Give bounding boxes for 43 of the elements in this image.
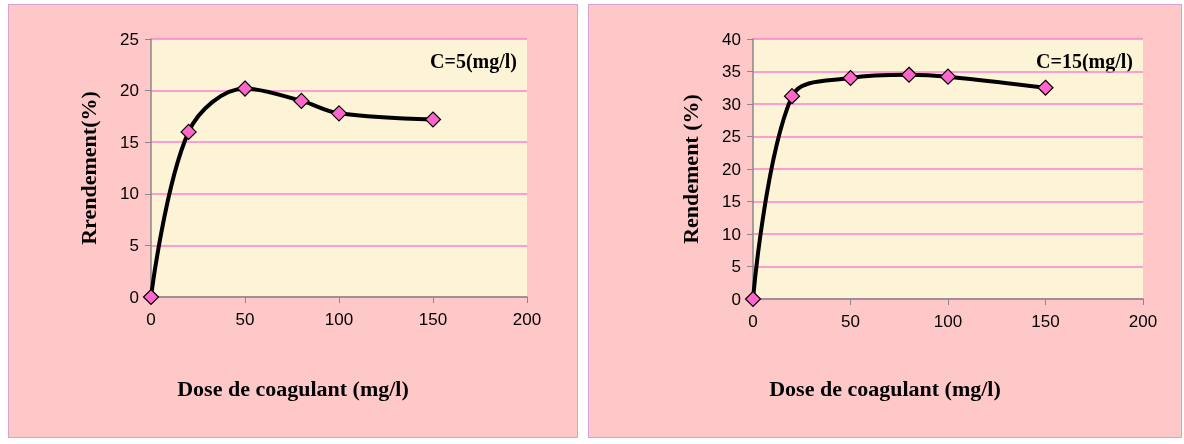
x-tick-label: 50 (841, 312, 860, 331)
y-tick-label: 20 (120, 81, 139, 101)
point (842, 69, 859, 87)
y-tick-label: 25 (722, 127, 741, 146)
point (783, 88, 801, 105)
y-tick-label: 40 (722, 29, 741, 49)
point (180, 123, 197, 140)
y-axis-title: Rendement (%) (677, 94, 703, 244)
y-tick-label: 0 (129, 287, 139, 307)
y-tick-label: 35 (722, 62, 741, 81)
point (330, 105, 348, 122)
y-tick-label: 5 (129, 235, 139, 255)
y-tick-label: 0 (731, 289, 741, 309)
y-tick-label: 15 (120, 132, 139, 152)
x-tick-label: 0 (748, 312, 758, 331)
y-tick-label: 25 (120, 29, 139, 49)
point (744, 290, 762, 308)
x-tick-label: 100 (933, 312, 963, 331)
x-tick-label: 200 (1128, 312, 1158, 331)
x-tick-label: 200 (512, 310, 542, 329)
y-tick-label: 10 (722, 224, 741, 244)
x-tick-label: 150 (1031, 312, 1060, 331)
y-tick-label: 15 (722, 192, 741, 211)
x-tick-label: 0 (146, 310, 156, 329)
x-axis-title: Dose de coagulant (mg/l) (769, 375, 1001, 401)
point (900, 66, 918, 83)
x-tick-label: 150 (418, 310, 448, 329)
point (939, 68, 957, 85)
y-tick-label: 20 (722, 159, 741, 179)
point (293, 92, 310, 110)
annotation: C=5(mg/l) (430, 50, 517, 73)
x-tick-label: 50 (235, 310, 255, 329)
y-axis-title: Rrendement(%) (75, 91, 101, 245)
x-axis-title: Dose de coagulant (mg/l) (177, 375, 409, 401)
y-tick-label: 5 (731, 257, 741, 276)
y-tick-label: 10 (120, 184, 139, 204)
point (424, 111, 442, 128)
y-tick-label: 30 (722, 94, 741, 114)
annotation: C=15(mg/l) (1036, 50, 1133, 73)
point (142, 288, 160, 306)
point (1037, 79, 1054, 96)
x-tick-label: 100 (324, 310, 354, 329)
point (236, 80, 254, 97)
